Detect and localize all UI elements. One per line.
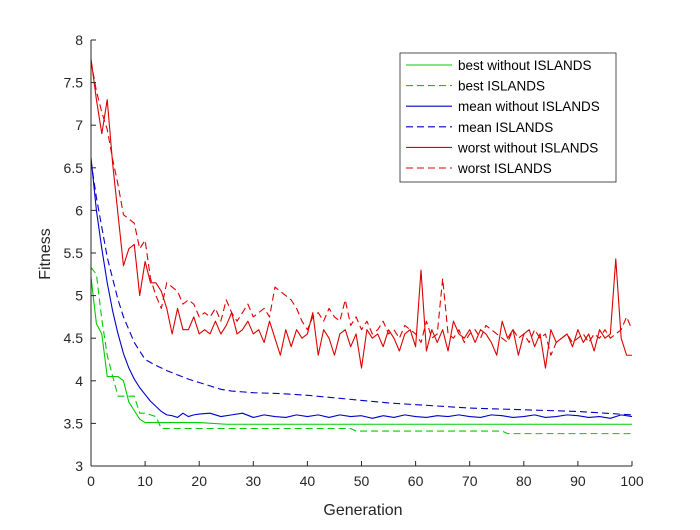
y-tick-label: 5.5 [64, 245, 84, 261]
y-axis-label: Fitness [37, 228, 54, 280]
x-tick-label: 60 [408, 473, 424, 489]
legend-box [399, 52, 617, 183]
legend-label: best ISLANDS [458, 79, 545, 94]
x-tick-label: 90 [570, 473, 586, 489]
x-axis-label: Generation [323, 502, 402, 519]
x-tick-label: 30 [246, 473, 262, 489]
legend-label: best without ISLANDS [458, 58, 592, 73]
series-line-worst-without-islands [91, 58, 632, 369]
legend-label: mean ISLANDS [458, 120, 553, 135]
y-tick-label: 3 [75, 458, 83, 474]
series-line-worst-islands [91, 61, 632, 356]
x-tick-label: 20 [191, 473, 207, 489]
y-tick-label: 5 [75, 288, 83, 304]
x-tick-label: 40 [300, 473, 316, 489]
y-tick-label: 4 [75, 373, 83, 389]
x-tick-label: 100 [620, 473, 644, 489]
x-tick-label: 10 [137, 473, 153, 489]
y-tick-label: 7 [75, 117, 83, 133]
y-tick-label: 3.5 [64, 415, 84, 431]
y-tick-label: 8 [75, 32, 83, 48]
legend-label: mean without ISLANDS [458, 99, 600, 114]
legend-label: worst ISLANDS [457, 161, 552, 176]
x-tick-label: 80 [516, 473, 532, 489]
y-tick-label: 4.5 [64, 330, 84, 346]
y-tick-label: 7.5 [64, 75, 84, 91]
legend: best without ISLANDS best ISLANDS mean wit… [399, 52, 617, 183]
y-tick-label: 6.5 [64, 160, 84, 176]
x-tick-label: 0 [87, 473, 95, 489]
x-tick-label: 50 [354, 473, 370, 489]
series-group [91, 58, 632, 435]
legend-label: worst without ISLANDS [457, 140, 598, 155]
series-line-mean-without-islands [91, 157, 632, 419]
x-tick-label: 70 [462, 473, 478, 489]
series-line-mean-islands [91, 160, 632, 416]
y-tick-label: 6 [75, 202, 83, 218]
